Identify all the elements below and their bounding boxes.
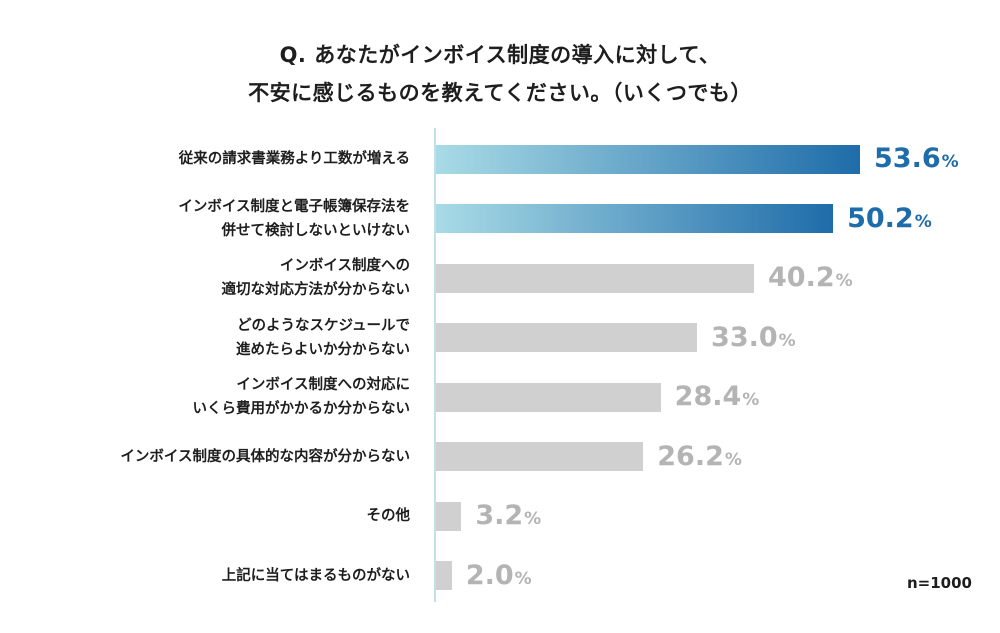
value-unit: % [524, 509, 542, 529]
value-label: 26.2% [657, 443, 742, 470]
category-label-line: インボイス制度への [279, 258, 410, 274]
value-unit: % [914, 211, 932, 232]
value-number: 26.2 [657, 440, 724, 472]
category-label: どのようなスケジュールで 進めたらよいか分からない [10, 314, 410, 362]
category-label: インボイス制度と電子帳簿保存法を併せて検討しないといけない [10, 195, 410, 243]
category-label-line: 進めたらよいか分からない [236, 341, 410, 358]
category-label-line: 上記に当てはまるものがない [221, 567, 410, 584]
category-label-line: どのようなスケジュールで [237, 317, 410, 334]
category-label: インボイス制度への対応にいくら費用がかかるか分からない [10, 373, 411, 421]
value-number: 33.0 [711, 321, 778, 353]
value-label: 50.2% [847, 205, 932, 232]
value-label: 2.0% [466, 562, 532, 589]
chart-title: Q. あなたがインボイス制度の導入に対して、 不安に感じるものを教えてください。… [0, 36, 1000, 112]
value-number: 2.0 [465, 559, 514, 591]
value-label: 53.6% [874, 145, 959, 172]
bar [436, 501, 462, 531]
category-label-line: インボイス制度の具体的な内容が分からない [120, 448, 410, 465]
value-label: 28.4% [675, 383, 760, 410]
value-unit: % [835, 271, 853, 291]
bar [436, 442, 644, 471]
title-line-2: 不安に感じるものを教えてください。（いくつでも） [248, 81, 752, 105]
category-label-line: その他 [366, 508, 411, 524]
bar [436, 263, 754, 293]
sample-size-note: n=1000 [907, 574, 972, 592]
value-unit: % [514, 568, 532, 589]
category-label: 上記に当てはまるものがない [10, 564, 410, 588]
title-line-1: Q. あなたがインボイス制度の導入に対して、 [279, 43, 721, 67]
axis-line [434, 128, 436, 602]
value-unit: % [941, 152, 959, 172]
category-label-line: インボイス制度への対応に [236, 377, 410, 393]
bar [436, 323, 698, 352]
value-number: 28.4 [674, 381, 742, 412]
category-label-line: 従来の請求書業務より工数が増える [178, 151, 410, 167]
value-number: 53.6 [874, 143, 941, 174]
category-label: インボイス制度の具体的な内容が分からない [10, 445, 410, 469]
bar [436, 144, 860, 174]
value-unit: % [742, 390, 760, 410]
category-label-line: 併せて検討しないといけない [221, 222, 411, 239]
value-unit: % [724, 449, 742, 470]
bar [436, 204, 834, 233]
value-unit: % [778, 330, 796, 351]
bar [436, 382, 661, 412]
category-label-line: インボイス制度と電子帳簿保存法を [178, 198, 410, 215]
category-label-line: いくら費用がかかるか分からない [192, 401, 411, 417]
bar [436, 561, 452, 590]
value-number: 3.2 [475, 500, 524, 531]
category-label: インボイス制度への適切な対応方法が分からない [10, 254, 411, 302]
value-number: 40.2 [768, 262, 835, 293]
value-label: 33.0% [711, 324, 796, 351]
value-label: 40.2% [768, 264, 853, 291]
category-label: その他 [10, 504, 411, 528]
category-label-line: 適切な対応方法が分からない [221, 282, 411, 298]
value-number: 50.2 [847, 202, 914, 234]
category-label: 従来の請求書業務より工数が増える [10, 147, 410, 171]
value-label: 3.2% [475, 502, 541, 529]
